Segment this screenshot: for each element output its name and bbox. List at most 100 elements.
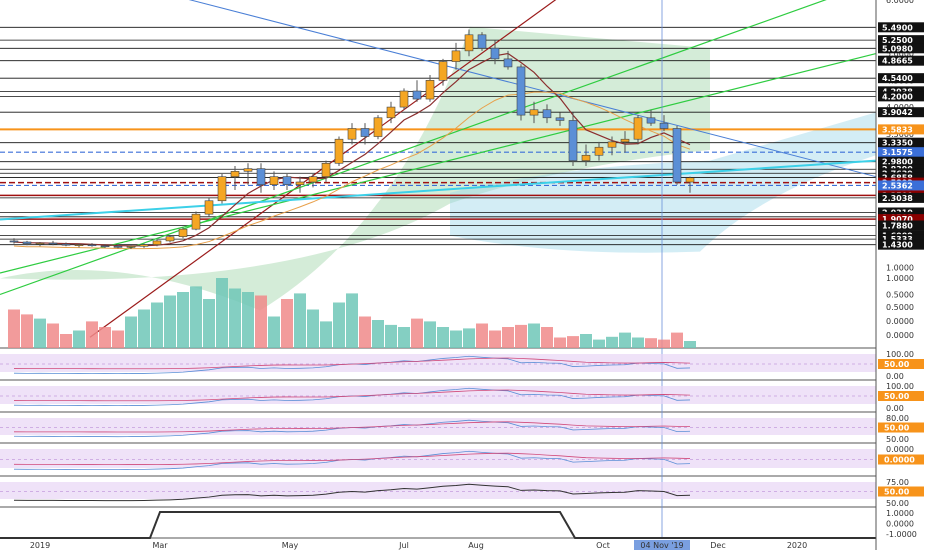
oscillator-level-tag <box>878 486 924 497</box>
price-panel[interactable] <box>0 0 877 539</box>
volume-bar <box>437 327 449 348</box>
oscillator-band <box>0 482 876 499</box>
candle-body <box>347 128 357 140</box>
candle-body <box>295 181 305 186</box>
time-tick-label: 04 Nov '19 <box>640 541 683 550</box>
time-tick-label: May <box>282 541 299 550</box>
volume-bar <box>229 288 241 348</box>
candle-body <box>607 141 617 148</box>
candle-body <box>477 34 487 49</box>
candle-body <box>334 138 344 164</box>
volume-bar <box>593 339 605 348</box>
price-level-tag <box>878 107 924 118</box>
volume-bar <box>671 332 683 348</box>
price-level-tag <box>878 35 924 46</box>
volume-bar <box>216 278 228 348</box>
time-tick-label: 2019 <box>30 541 50 550</box>
oscillator-panels <box>0 354 876 539</box>
volume-bar <box>450 330 462 348</box>
price-level-tag-label: 1.4300 <box>882 241 913 250</box>
oscillator-level-tag <box>878 359 924 369</box>
time-tick-label: Jul <box>398 541 409 550</box>
oscillator-signal-line <box>13 421 691 433</box>
candle-body <box>529 109 539 116</box>
candle-body <box>321 162 331 177</box>
oscillator-tick-label: 80.00 <box>886 414 909 423</box>
price-tick-label: 0.5000 <box>886 290 914 299</box>
price-level-tag <box>878 137 924 148</box>
candle-body <box>386 106 396 119</box>
volume-bar <box>203 299 215 348</box>
oscillator-level-tag-label: 50.00 <box>884 392 910 401</box>
candle-body <box>581 154 591 161</box>
price-level-tag <box>878 180 924 191</box>
oscillator-line <box>13 483 691 502</box>
volume-bar <box>34 318 46 348</box>
price-tick-label: 6.0000 <box>886 0 914 5</box>
candle-body <box>503 58 513 68</box>
candle-body <box>464 34 474 52</box>
candle-body <box>659 122 669 129</box>
volume-bar <box>372 320 384 348</box>
price-tick-label: 0.0000 <box>886 317 914 326</box>
oscillator-level-tag-label: 50.00 <box>884 424 910 433</box>
candle-body <box>204 200 214 215</box>
volume-bar <box>112 330 124 348</box>
oscillator-level-tag-label: 0.0000 <box>884 456 915 465</box>
price-level-tag-label: 5.2500 <box>882 36 913 45</box>
volume-bar <box>463 328 475 348</box>
time-tick-label: Oct <box>596 541 610 550</box>
candle-body <box>360 128 370 137</box>
price-level-tag-label: 5.4900 <box>882 23 913 32</box>
price-level-tag-label: 1.9070 <box>882 215 913 224</box>
price-level-tag-label: 2.9800 <box>882 158 913 167</box>
price-level-tag-label: 5.0980 <box>882 44 913 53</box>
price-axis[interactable]: 6.00005.50005.00004.50004.00003.50003.00… <box>875 0 924 550</box>
volume-bar <box>554 337 566 348</box>
candle-body <box>269 176 279 186</box>
volume-bar <box>346 293 358 348</box>
price-level-tag <box>878 73 924 84</box>
volume-bar <box>307 309 319 348</box>
candle-body <box>126 245 136 248</box>
oscillator-tick-label: 100.00 <box>886 350 914 359</box>
candle-body <box>685 177 695 183</box>
volume-bar <box>645 338 657 348</box>
candle-body <box>243 168 253 172</box>
candle-body <box>35 242 45 245</box>
volume-bar <box>658 339 670 348</box>
time-tick-label: Mar <box>152 541 168 550</box>
candle-body <box>568 120 578 161</box>
candle-body <box>22 241 32 244</box>
oscillator-tick-label: 0.0000 <box>886 445 914 454</box>
candle-body <box>490 47 500 60</box>
candle-body <box>308 176 318 183</box>
volume-bar <box>632 337 644 348</box>
price-level-tag-label: 4.5400 <box>882 74 913 83</box>
candle-body <box>373 117 383 137</box>
candle-body <box>152 240 162 245</box>
price-level-tag-label: 4.8665 <box>882 57 913 66</box>
oscillator-signal-line <box>13 357 691 370</box>
candle-body <box>178 228 188 237</box>
price-level-tag <box>878 124 924 135</box>
price-level-tag <box>878 91 924 102</box>
candle-body <box>165 236 175 242</box>
oscillator-tick-label: 1.0000 <box>886 509 914 518</box>
volume-panel <box>8 278 696 348</box>
volume-bar <box>684 341 696 348</box>
candle-body <box>74 244 84 246</box>
oscillator-signal-line <box>13 389 691 402</box>
candle-body <box>217 176 227 202</box>
volume-bar <box>8 309 20 348</box>
volume-bar <box>385 324 397 348</box>
time-axis[interactable]: 2019 Mar May Jul Aug Oct 04 Nov '19 Dec 2020 <box>30 540 807 550</box>
volume-tick-label: 0.5000 <box>886 303 914 312</box>
price-tick-label: 1.0000 <box>886 264 914 273</box>
volume-bar <box>99 327 111 348</box>
oscillator-signal-line <box>13 452 691 465</box>
volume-bar <box>359 316 371 348</box>
volume-bar <box>424 321 436 348</box>
oscillator-level-tag <box>878 391 924 401</box>
